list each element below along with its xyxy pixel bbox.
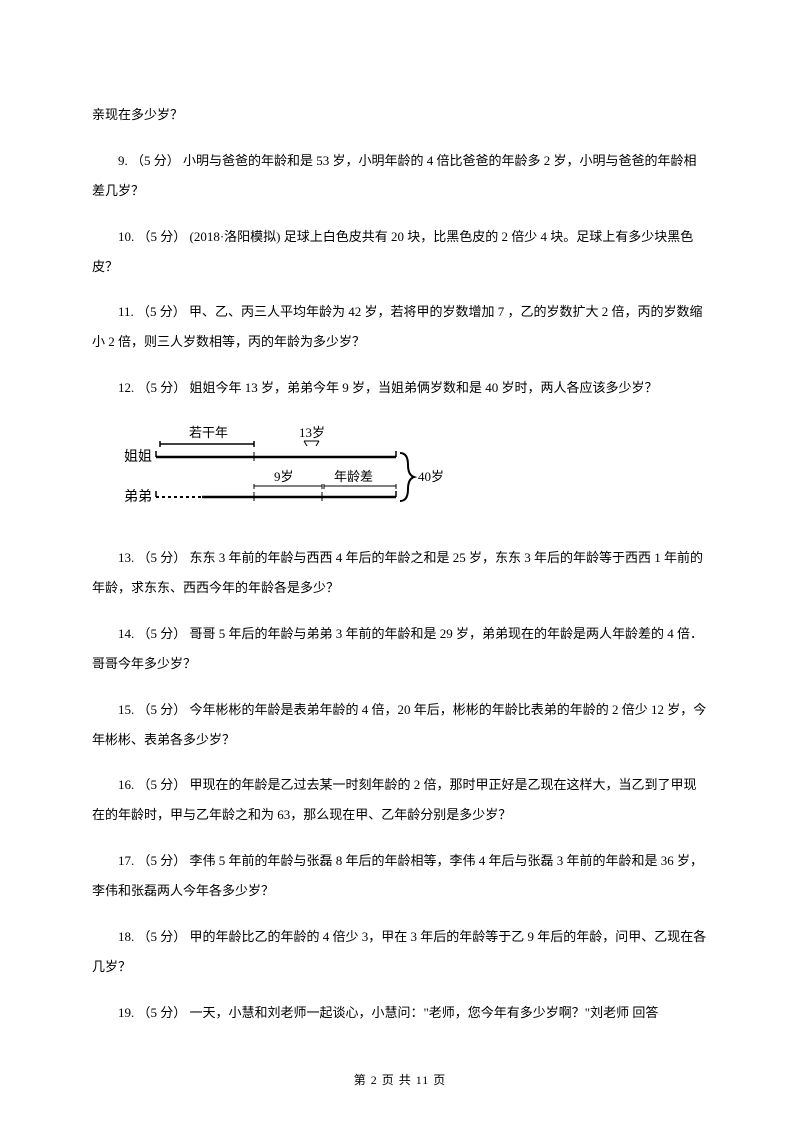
q15-text: 15. （5 分） 今年彬彬的年龄是表弟年龄的 4 倍，20 年后，彬彬的年龄比… xyxy=(92,695,708,755)
footer-text: 第 2 页 共 11 页 xyxy=(354,1073,447,1087)
q14-text: 14. （5 分） 哥哥 5 年后的年龄与弟弟 3 年前的年龄和是 29 岁，弟… xyxy=(92,619,708,679)
page-footer: 第 2 页 共 11 页 xyxy=(0,1071,800,1088)
q19-text: 19. （5 分） 一天，小慧和刘老师一起谈心，小慧问："老师，您今年有多少岁啊… xyxy=(92,998,708,1028)
diagram-total40: 40岁 xyxy=(418,469,444,484)
q11-text: 11. （5 分） 甲、乙、丙三人平均年龄为 42 岁，若将甲的岁数增加 7 ，… xyxy=(92,297,708,357)
q9-text: 9. （5 分） 小明与爸爸的年龄和是 53 岁，小明年龄的 4 倍比爸爸的年龄… xyxy=(92,146,708,206)
q12-diagram: 姐姐 若干年 13岁 弟弟 9岁 年龄差 xyxy=(124,419,484,519)
q10-text: 10. （5 分） (2018·洛阳模拟) 足球上白色皮共有 20 块，比黑色皮… xyxy=(92,222,708,282)
q17-text: 17. （5 分） 李伟 5 年前的年龄与张磊 8 年后的年龄相等，李伟 4 年… xyxy=(92,846,708,906)
q16-text: 16. （5 分） 甲现在的年龄是乙过去某一时刻年龄的 2 倍，那时甲正好是乙现… xyxy=(92,770,708,830)
diagram-agediff: 年龄差 xyxy=(334,469,373,484)
q13-text: 13. （5 分） 东东 3 年前的年龄与西西 4 年后的年龄之和是 25 岁，… xyxy=(92,543,708,603)
q8-continuation: 亲现在多少岁？ xyxy=(92,100,708,130)
q18-text: 18. （5 分） 甲的年龄比乙的年龄的 4 倍少 3，甲在 3 年后的年龄等于… xyxy=(92,922,708,982)
diagram-sister-label: 姐姐 xyxy=(124,449,152,465)
diagram-age9: 9岁 xyxy=(274,469,294,484)
diagram-age13: 13岁 xyxy=(299,425,325,440)
q12-text: 12. （5 分） 姐姐今年 13 岁，弟弟今年 9 岁，当姐弟俩岁数和是 40… xyxy=(92,373,708,403)
diagram-years-label: 若干年 xyxy=(189,425,228,440)
diagram-brother-label: 弟弟 xyxy=(124,489,152,505)
diagram-brace xyxy=(400,453,414,501)
